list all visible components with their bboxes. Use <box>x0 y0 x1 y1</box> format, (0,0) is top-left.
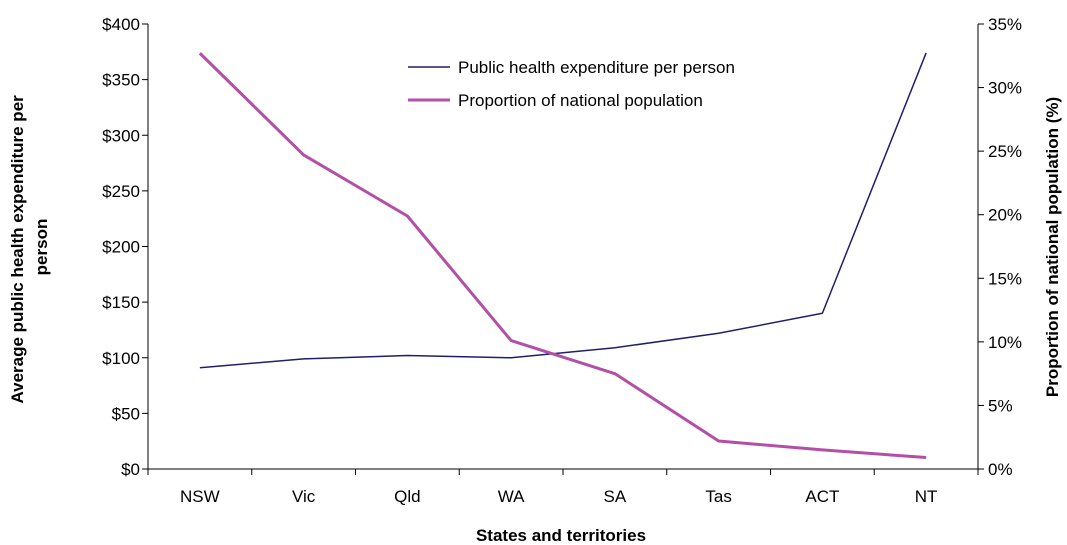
right-axis-ticks: 0% 5% 10% 15% 20% 25% 30% 35% <box>978 15 1022 479</box>
series-line-1 <box>199 52 927 369</box>
legend: Public health expenditure per person Prop… <box>408 58 735 110</box>
right-tick-label: 20% <box>988 206 1022 225</box>
x-tick-label: NSW <box>180 487 220 506</box>
x-tick-label: Qld <box>394 487 420 506</box>
left-tick-label: $250 <box>102 182 140 201</box>
legend-label-1: Public health expenditure per person <box>458 58 735 77</box>
right-tick-label: 25% <box>988 142 1022 161</box>
x-tick-label: Tas <box>705 487 731 506</box>
series-layer <box>198 52 927 460</box>
left-tick-label: $200 <box>102 238 140 257</box>
right-tick-label: 10% <box>988 333 1022 352</box>
left-tick-label: $150 <box>102 293 140 312</box>
right-tick-label: 35% <box>988 15 1022 34</box>
left-axis-ticks: $0 $50 $100 $150 $200 $250 $300 $350 $400 <box>102 15 148 479</box>
left-tick-label: $0 <box>121 460 140 479</box>
right-tick-label: 5% <box>988 396 1013 415</box>
x-axis-ticks: NSW Vic Qld WA SA Tas ACT NT <box>147 469 979 506</box>
right-tick-label: 0% <box>988 460 1013 479</box>
x-tick-label: ACT <box>805 487 839 506</box>
y-axis-title-line-1: Average public health expenditure per <box>8 95 27 404</box>
x-tick-label: Vic <box>292 487 316 506</box>
left-tick-label: $100 <box>102 349 140 368</box>
y2-axis-title: Proportion of national population (%) <box>1043 97 1062 397</box>
left-tick-label: $350 <box>102 71 140 90</box>
right-tick-label: 15% <box>988 269 1022 288</box>
right-tick-label: 30% <box>988 79 1022 98</box>
y-axis-title: Average public health expenditure per pe… <box>8 90 51 403</box>
x-tick-label: SA <box>604 487 627 506</box>
x-tick-label: WA <box>498 487 525 506</box>
x-tick-label: NT <box>915 487 938 506</box>
left-tick-label: $50 <box>112 404 140 423</box>
legend-label-2: Proportion of national population <box>458 91 703 110</box>
series-line-2 <box>198 52 927 460</box>
left-tick-label: $400 <box>102 15 140 34</box>
left-tick-label: $300 <box>102 126 140 145</box>
x-axis-title: States and territories <box>476 526 646 545</box>
y-axis-title-line-2: person <box>32 219 51 276</box>
